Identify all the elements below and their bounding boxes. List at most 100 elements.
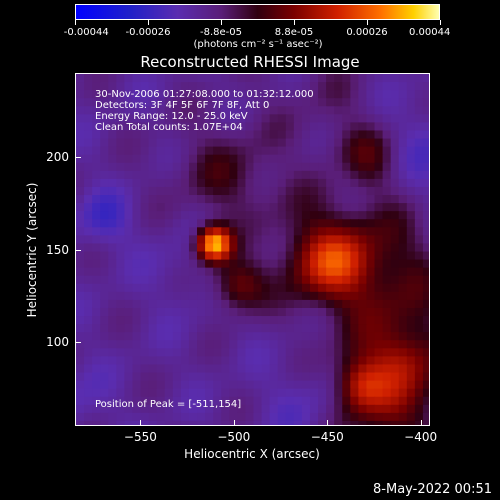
heatmap-cell xyxy=(148,122,158,132)
heatmap-cell xyxy=(326,186,335,196)
heatmap-cell xyxy=(221,380,230,390)
heatmap-cell xyxy=(261,412,271,422)
heatmap-cell xyxy=(398,90,408,99)
heatmap-cell xyxy=(293,243,303,253)
heatmap-cell xyxy=(374,138,384,148)
heatmap-cell xyxy=(132,203,142,212)
heatmap-cell xyxy=(164,283,174,293)
heatmap-cell xyxy=(229,404,238,414)
heatmap-cell xyxy=(92,114,101,124)
heatmap-cell xyxy=(221,340,230,349)
heatmap-cell xyxy=(100,420,109,425)
heatmap-cell xyxy=(116,82,126,91)
heatmap-cell xyxy=(172,316,182,325)
heatmap-cell xyxy=(172,227,182,236)
heatmap-cell xyxy=(197,291,206,301)
heatmap-cell xyxy=(309,283,319,293)
heatmap-cell xyxy=(334,219,343,228)
heatmap-cell xyxy=(374,154,384,164)
heatmap-cell xyxy=(205,396,214,406)
heatmap-cell xyxy=(253,299,263,309)
heatmap-cell xyxy=(100,146,109,156)
heatmap-cell xyxy=(148,332,158,341)
heatmap-cell xyxy=(84,211,93,220)
heatmap-cell xyxy=(269,372,279,382)
heatmap-cell xyxy=(253,235,263,245)
heatmap-cell xyxy=(309,162,319,172)
colorbar-tick xyxy=(147,20,149,25)
heatmap-cell xyxy=(334,307,343,317)
heatmap-cell xyxy=(197,396,206,406)
heatmap-cell xyxy=(124,138,134,148)
heatmap-cell xyxy=(293,122,303,132)
heatmap-cell xyxy=(229,90,238,99)
heatmap-cell xyxy=(350,332,359,341)
colorbar-tick-label: 8.8e-05 xyxy=(274,27,314,38)
heatmap-cell xyxy=(390,364,400,374)
heatmap-cell xyxy=(334,412,343,422)
heatmap-cell xyxy=(342,178,351,188)
heatmap-cell xyxy=(188,106,198,115)
heatmap-cell xyxy=(116,90,126,99)
heatmap-cell xyxy=(132,420,142,425)
heatmap-cell xyxy=(180,364,190,374)
heatmap-cell xyxy=(366,219,376,228)
heatmap-cell xyxy=(92,219,101,228)
heatmap-cell xyxy=(309,154,319,164)
heatmap-cell xyxy=(293,74,303,83)
heatmap-cell xyxy=(76,98,85,107)
heatmap-cell xyxy=(164,388,174,398)
heatmap-cell xyxy=(366,380,376,390)
heatmap-cell xyxy=(100,227,109,236)
heatmap-cell xyxy=(261,138,271,148)
heatmap-cell xyxy=(269,412,279,422)
heatmap-cell xyxy=(84,114,93,124)
heatmap-cell xyxy=(197,307,206,317)
heatmap-cell xyxy=(245,90,255,99)
heatmap-cell xyxy=(76,114,85,124)
heatmap-cell xyxy=(164,74,174,83)
heatmap-cell xyxy=(108,170,117,180)
heatmap-cell xyxy=(382,130,392,140)
heatmap-cell xyxy=(406,275,416,285)
heatmap-cell xyxy=(285,291,295,301)
heatmap-cell xyxy=(390,154,400,164)
heatmap-cell xyxy=(84,340,93,349)
heatmap-cell xyxy=(318,283,327,293)
heatmap-cell xyxy=(221,283,230,293)
heatmap-cell xyxy=(100,283,109,293)
heatmap-cell xyxy=(221,146,230,156)
heatmap-cell xyxy=(261,275,271,285)
heatmap-cell xyxy=(261,420,271,425)
heatmap-cell xyxy=(92,195,101,204)
heatmap-cell xyxy=(156,138,166,148)
heatmap-cell xyxy=(164,227,174,236)
heatmap-cell xyxy=(253,186,263,196)
heatmap-cell xyxy=(390,178,400,188)
heatmap-cell xyxy=(406,219,416,228)
heatmap-cell xyxy=(293,98,303,107)
heatmap-cell xyxy=(237,154,247,164)
heatmap-cell xyxy=(156,307,166,317)
heatmap-cell xyxy=(293,291,303,301)
heatmap-cell xyxy=(261,203,271,212)
heatmap-cell xyxy=(285,203,295,212)
heatmap-cell xyxy=(422,90,429,99)
heatmap-cell xyxy=(164,291,174,301)
heatmap-cell xyxy=(156,146,166,156)
heatmap-cell xyxy=(237,98,247,107)
heatmap-cell xyxy=(197,388,206,398)
heatmap-cell xyxy=(213,275,222,285)
heatmap-cell xyxy=(108,186,117,196)
heatmap-cell xyxy=(301,195,311,204)
heatmap-cell xyxy=(366,307,376,317)
heatmap-cell xyxy=(350,420,359,425)
heatmap-cell xyxy=(92,138,101,148)
heatmap-cell xyxy=(140,114,150,124)
heatmap-cell xyxy=(342,138,351,148)
heatmap-cell xyxy=(326,195,335,204)
heatmap-cell xyxy=(205,114,214,124)
heatmap-cell xyxy=(277,178,287,188)
heatmap-cell xyxy=(406,170,416,180)
heatmap-cell xyxy=(398,186,408,196)
